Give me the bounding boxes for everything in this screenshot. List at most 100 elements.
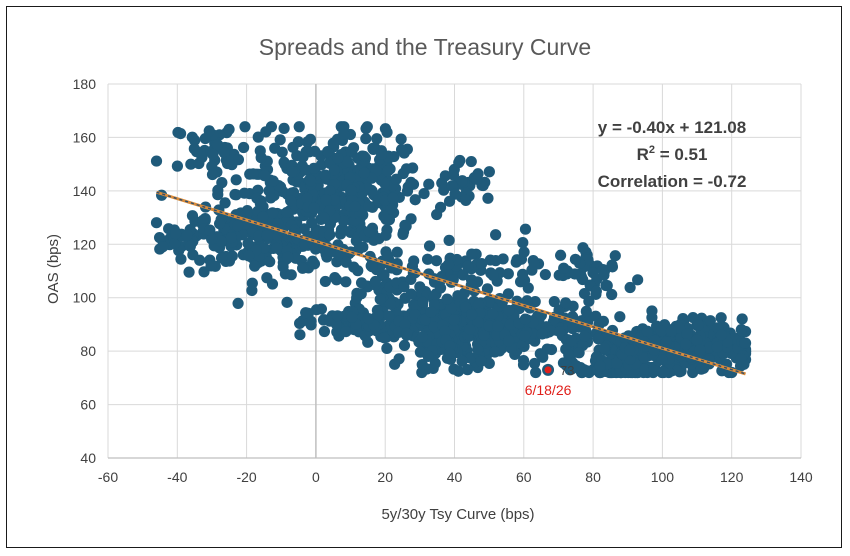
data-point: [590, 285, 602, 297]
data-point: [331, 310, 344, 322]
data-point: [338, 128, 350, 140]
data-point: [230, 189, 242, 201]
data-point: [340, 325, 352, 338]
data-point: [318, 325, 331, 338]
data-point: [606, 288, 618, 301]
data-point: [465, 155, 477, 168]
y-tick-label: 60: [80, 397, 96, 413]
data-point: [530, 366, 542, 379]
data-point: [319, 275, 331, 288]
data-point: [193, 157, 205, 170]
y-tick-label: 140: [73, 183, 97, 199]
data-point: [577, 273, 589, 286]
x-tick-label: -40: [167, 469, 187, 485]
data-point: [382, 165, 394, 177]
data-point: [304, 175, 317, 187]
data-point: [181, 229, 193, 241]
data-point: [502, 288, 514, 300]
data-point: [218, 147, 230, 159]
data-point: [399, 318, 411, 331]
data-point: [472, 316, 484, 328]
data-point: [253, 230, 265, 242]
data-point: [478, 329, 490, 342]
data-point: [521, 295, 533, 307]
highlight-value-label: 73: [560, 363, 574, 378]
x-tick-label: 80: [585, 469, 601, 485]
data-point: [395, 133, 407, 145]
data-point: [466, 248, 478, 260]
data-point: [332, 152, 344, 164]
data-point: [384, 298, 397, 310]
data-point: [381, 342, 393, 354]
data-point: [230, 174, 242, 186]
data-point: [205, 260, 217, 272]
data-point: [443, 234, 455, 246]
data-point: [391, 246, 403, 258]
data-point: [466, 308, 478, 321]
data-point: [286, 166, 298, 178]
data-point: [483, 320, 495, 332]
data-point: [594, 360, 606, 372]
data-point: [318, 212, 330, 224]
data-point: [577, 242, 589, 254]
data-point: [680, 338, 692, 350]
data-point: [247, 168, 259, 180]
data-point: [423, 178, 435, 190]
data-point: [285, 269, 297, 281]
data-point: [300, 307, 312, 319]
data-point: [487, 308, 499, 320]
data-point: [579, 330, 591, 342]
data-point: [328, 194, 340, 206]
data-point: [213, 218, 226, 230]
data-point: [293, 121, 305, 133]
data-point: [315, 303, 328, 315]
data-point: [398, 281, 410, 293]
data-point: [363, 200, 375, 212]
data-point: [519, 223, 532, 235]
data-point: [606, 259, 618, 271]
data-point: [324, 185, 336, 197]
data-point: [735, 353, 747, 365]
data-point: [475, 355, 487, 367]
data-point: [614, 311, 626, 323]
data-point: [308, 202, 320, 214]
data-point: [269, 142, 281, 154]
data-point: [502, 268, 514, 280]
data-point: [687, 366, 699, 379]
data-point: [357, 241, 369, 253]
highlight-point: [544, 366, 552, 374]
data-point: [203, 125, 215, 137]
data-point: [553, 304, 565, 316]
data-point: [443, 195, 456, 207]
data-point: [510, 256, 522, 268]
data-point: [294, 317, 306, 329]
data-point: [150, 217, 163, 229]
data-point: [219, 197, 231, 209]
data-point: [170, 228, 182, 240]
data-point: [397, 228, 409, 240]
data-point: [348, 261, 360, 273]
data-point: [376, 148, 388, 160]
data-point: [483, 166, 495, 178]
x-tick-label: 60: [516, 469, 532, 485]
data-point: [422, 350, 434, 362]
data-point: [184, 240, 196, 252]
data-point: [421, 253, 434, 265]
data-point: [408, 255, 420, 267]
data-point: [188, 143, 200, 155]
data-point: [416, 331, 429, 343]
y-tick-label: 120: [73, 236, 97, 252]
data-point: [444, 347, 456, 359]
data-point: [231, 220, 244, 232]
data-point: [341, 155, 353, 168]
data-point: [271, 242, 283, 254]
data-point: [346, 311, 358, 323]
data-point: [715, 329, 728, 341]
data-point: [246, 284, 258, 297]
data-point: [249, 260, 261, 272]
data-point: [153, 231, 166, 244]
data-point: [569, 268, 581, 280]
data-point: [454, 154, 466, 167]
data-point: [378, 332, 390, 344]
data-point: [517, 359, 530, 371]
